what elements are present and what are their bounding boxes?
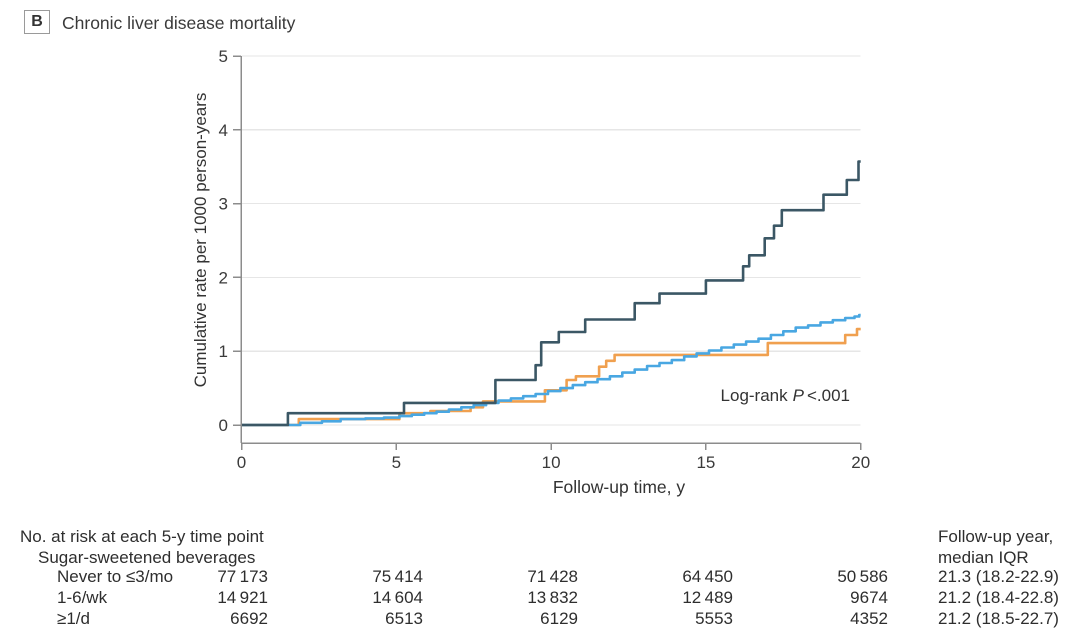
- chart-canvas: 0 1 2 3 4 5 0 5 10 15 20: [219, 47, 871, 472]
- panel-label-box: B: [24, 10, 50, 34]
- x-axis-label: Follow-up time, y: [552, 477, 686, 497]
- risk-count: 71 428: [527, 567, 578, 586]
- y-tick-label: 0: [219, 416, 228, 435]
- followup-value: 21.2 (18.4-22.8): [938, 588, 1059, 607]
- row-label: ≥1/d: [57, 609, 90, 628]
- followup-value: 21.3 (18.2-22.9): [938, 567, 1059, 586]
- x-tick-label: 5: [392, 453, 401, 472]
- risk-count: 6692: [230, 609, 268, 628]
- series-curve-≥1/d: [241, 160, 861, 427]
- y-tick-label: 1: [219, 342, 228, 361]
- risk-table-title: No. at risk at each 5-y time point: [20, 527, 264, 546]
- followup-header-line2: median IQR: [938, 548, 1029, 567]
- risk-count: 14 921: [217, 588, 268, 607]
- risk-count: 14 604: [372, 588, 423, 607]
- x-tick-label: 10: [542, 453, 561, 472]
- y-tick-label: 3: [219, 195, 228, 214]
- risk-table-subtitle: Sugar-sweetened beverages: [38, 548, 256, 567]
- logrank-p-symbol: P: [792, 386, 804, 405]
- risk-count: 6513: [385, 609, 423, 628]
- risk-count: 77 173: [217, 567, 268, 586]
- logrank-annotation: Log-rank P <.001: [721, 386, 850, 406]
- risk-count: 5553: [695, 609, 733, 628]
- series-curve-Never to ≤3/mo: [241, 313, 861, 427]
- risk-count: 75 414: [372, 567, 423, 586]
- figure-title: Chronic liver disease mortality: [62, 13, 296, 33]
- followup-header-line1: Follow-up year,: [938, 527, 1054, 546]
- risk-count: 9674: [850, 588, 888, 607]
- panel-label: B: [31, 13, 43, 30]
- logrank-value: <.001: [806, 386, 850, 405]
- logrank-prefix: Log-rank: [720, 386, 788, 405]
- y-tick-label: 5: [219, 47, 228, 66]
- risk-count: 6129: [540, 609, 578, 628]
- row-label: Never to ≤3/mo: [57, 567, 174, 586]
- row-label: 1-6/wk: [57, 588, 108, 607]
- risk-count: 50 586: [837, 567, 888, 586]
- x-tick-label: 20: [851, 453, 870, 472]
- risk-count: 12 489: [682, 588, 733, 607]
- risk-count: 13 832: [527, 588, 578, 607]
- x-tick-label: 0: [237, 453, 246, 472]
- risk-count: 4352: [850, 609, 888, 628]
- followup-value: 21.2 (18.5-22.7): [938, 609, 1059, 628]
- y-tick-label: 4: [219, 121, 228, 140]
- y-axis-label: Cumulative rate per 1000 person-years: [191, 92, 210, 388]
- y-tick-label: 2: [219, 268, 228, 287]
- x-tick-label: 15: [696, 453, 715, 472]
- risk-count: 64 450: [682, 567, 733, 586]
